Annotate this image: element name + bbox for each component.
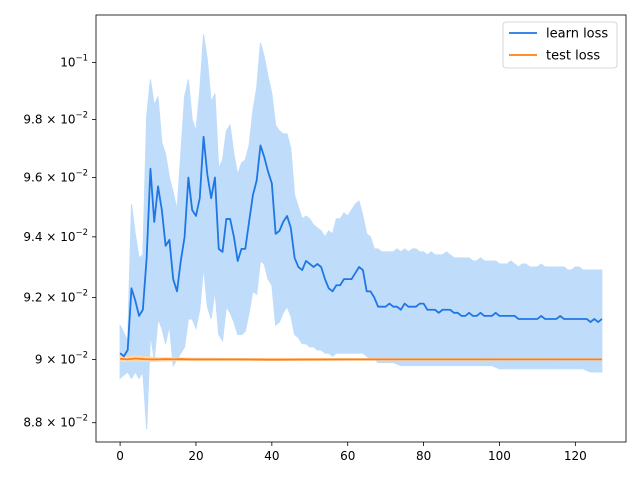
y-tick-label: 9 × 10−2 [35, 350, 88, 366]
y-tick-label: 8.8 × 10−2 [23, 414, 88, 430]
series-lines [119, 135, 603, 361]
legend-label-test-loss: test loss [546, 49, 600, 64]
x-axis: 0 20 40 60 80 100 120 [116, 442, 587, 463]
legend: learn loss test loss [502, 21, 618, 69]
learn-loss-line [119, 135, 603, 358]
legend-label-learn-loss: learn loss [546, 27, 608, 42]
y-tick-label: 9.8 × 10−2 [23, 110, 88, 126]
x-tick-label: 60 [340, 449, 355, 463]
x-tick-label: 80 [416, 449, 431, 463]
x-tick-label: 100 [488, 449, 511, 463]
y-tick-label: 9.6 × 10−2 [23, 169, 88, 185]
y-tick-label: 9.2 × 10−2 [23, 288, 88, 304]
test-loss-line [120, 357, 602, 361]
y-axis: 8.8 × 10−2 9 × 10−2 9.2 × 10−2 9.4 × 10−2 9.… [23, 54, 96, 430]
x-tick-label: 120 [564, 449, 587, 463]
x-tick-label: 40 [264, 449, 279, 463]
plot-frame [95, 14, 627, 443]
x-tick-label: 0 [116, 449, 124, 463]
y-tick-label: 10−1 [60, 54, 88, 70]
learn-loss-band [119, 34, 603, 430]
x-tick-label: 20 [188, 449, 203, 463]
y-tick-label: 9.4 × 10−2 [23, 228, 88, 244]
